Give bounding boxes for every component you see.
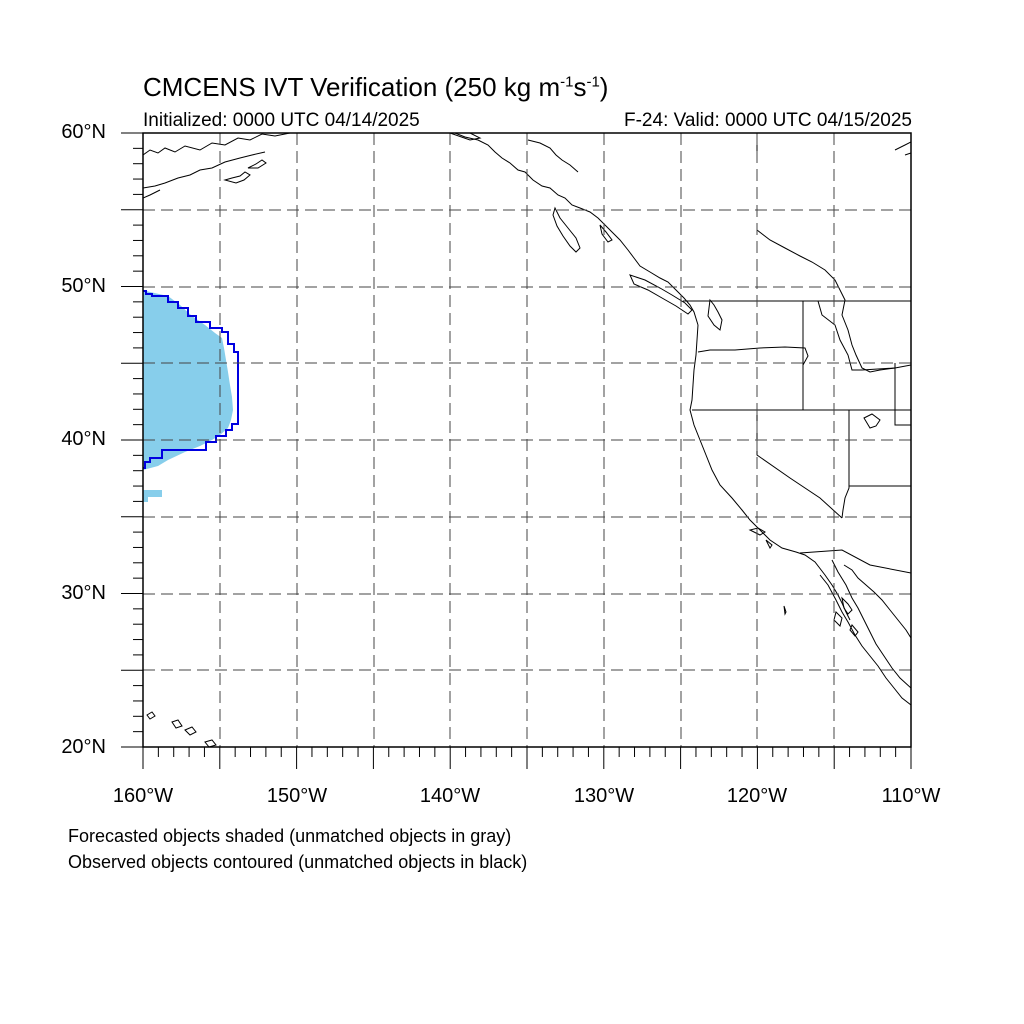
lon-label: 140°W bbox=[419, 785, 481, 807]
lon-label: 160°W bbox=[112, 785, 174, 807]
forecast-note: Forecasted objects shaded (unmatched obj… bbox=[68, 826, 512, 846]
forecast-object-small bbox=[143, 490, 162, 497]
map-frame bbox=[142, 132, 912, 748]
lat-label: 60°N bbox=[61, 121, 106, 143]
lat-label: 20°N bbox=[61, 736, 106, 758]
coastlines bbox=[143, 133, 911, 747]
valid-time: F-24: Valid: 0000 UTC 04/15/2025 bbox=[624, 110, 912, 131]
lon-label: 120°W bbox=[726, 785, 788, 807]
lat-label: 30°N bbox=[61, 582, 106, 604]
gridlines bbox=[143, 133, 911, 747]
forecast-object-small bbox=[143, 497, 148, 502]
observed-contour bbox=[143, 290, 239, 469]
map-title: CMCENS IVT Verification (250 kg m-1s-1) bbox=[143, 72, 609, 102]
lon-label: 110°W bbox=[881, 785, 941, 807]
lat-label: 50°N bbox=[61, 275, 106, 297]
lon-label: 130°W bbox=[573, 785, 635, 807]
observed-note: Observed objects contoured (unmatched ob… bbox=[68, 852, 528, 872]
lon-label: 150°W bbox=[266, 785, 328, 807]
forecast-object bbox=[143, 290, 233, 470]
lat-label: 40°N bbox=[61, 428, 106, 450]
initialized-time: Initialized: 0000 UTC 04/14/2025 bbox=[143, 110, 420, 131]
axis-ticks bbox=[121, 132, 912, 769]
